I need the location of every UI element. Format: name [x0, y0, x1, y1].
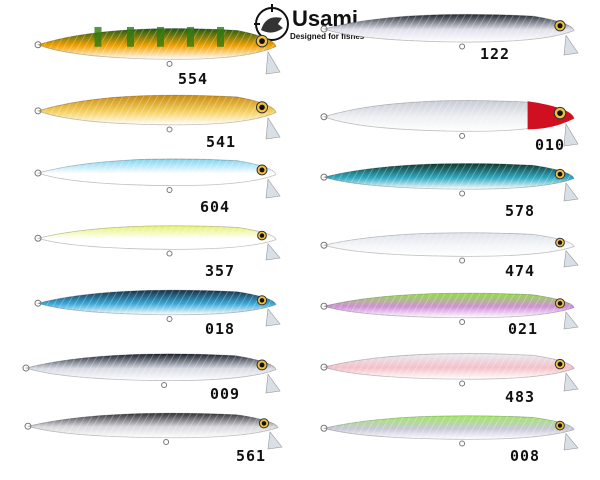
- lure-lip: [265, 243, 281, 261]
- lure-122: [320, 13, 579, 56]
- lure-357: [34, 225, 281, 261]
- hook-eye-icon: [320, 25, 328, 33]
- lure-lip: [563, 122, 579, 147]
- lure-code-label: 474: [505, 262, 536, 280]
- lure-018: [34, 289, 281, 327]
- hook-eye-icon: [320, 302, 328, 310]
- lure-021: [320, 292, 579, 330]
- lure-lip: [563, 182, 579, 202]
- lure-code-label: 357: [205, 262, 236, 280]
- lure-code-label: 021: [508, 320, 539, 338]
- lure-lip: [265, 373, 281, 394]
- hook-eye-icon: [34, 41, 42, 49]
- lure-lip: [267, 431, 283, 450]
- hook-eye-icon: [34, 299, 42, 307]
- lure-code-label: 578: [505, 202, 536, 220]
- hook-eye-icon: [320, 424, 328, 432]
- lure-lip: [563, 34, 579, 56]
- lure-lip: [563, 372, 579, 392]
- hook-eye-icon: [320, 173, 328, 181]
- lure-code-label: 122: [480, 45, 511, 63]
- lure-lip: [265, 178, 281, 199]
- lure-code-label: 008: [510, 447, 541, 465]
- lure-code-label: 483: [505, 388, 536, 406]
- lure-lip: [563, 311, 579, 330]
- lure-578: [320, 163, 579, 202]
- lure-541: [34, 94, 281, 140]
- lure-008: [320, 415, 579, 451]
- lure-code-label: 010: [535, 136, 566, 154]
- lure-lip: [265, 308, 281, 327]
- fish-skull-crosshair-icon: [254, 4, 289, 41]
- hook-eye-icon: [320, 113, 328, 121]
- hook-eye-icon: [22, 364, 30, 372]
- lure-code-label: 554: [178, 70, 209, 88]
- lure-561: [24, 412, 283, 450]
- lure-474: [320, 232, 579, 268]
- hook-eye-icon: [320, 241, 328, 249]
- lure-lip: [265, 50, 281, 75]
- lure-code-label: 561: [236, 447, 267, 465]
- lure-code-label: 009: [210, 385, 241, 403]
- lure-lip: [563, 433, 579, 451]
- logo-tagline: Designed for fishes: [290, 32, 365, 41]
- lure-code-label: 018: [205, 320, 236, 338]
- lure-483: [320, 353, 579, 392]
- lure-010: [320, 100, 579, 147]
- hook-eye-icon: [34, 107, 42, 115]
- lure-code-label: 541: [206, 133, 237, 151]
- hook-eye-icon: [320, 363, 328, 371]
- lure-lip: [265, 116, 281, 140]
- hook-eye-icon: [24, 422, 32, 430]
- lure-554: [34, 26, 281, 75]
- lure-604: [34, 158, 281, 199]
- lure-lip: [563, 250, 579, 268]
- lure-code-label: 604: [200, 198, 231, 216]
- lure-009: [22, 353, 281, 394]
- hook-eye-icon: [34, 169, 42, 177]
- hook-eye-icon: [34, 234, 42, 242]
